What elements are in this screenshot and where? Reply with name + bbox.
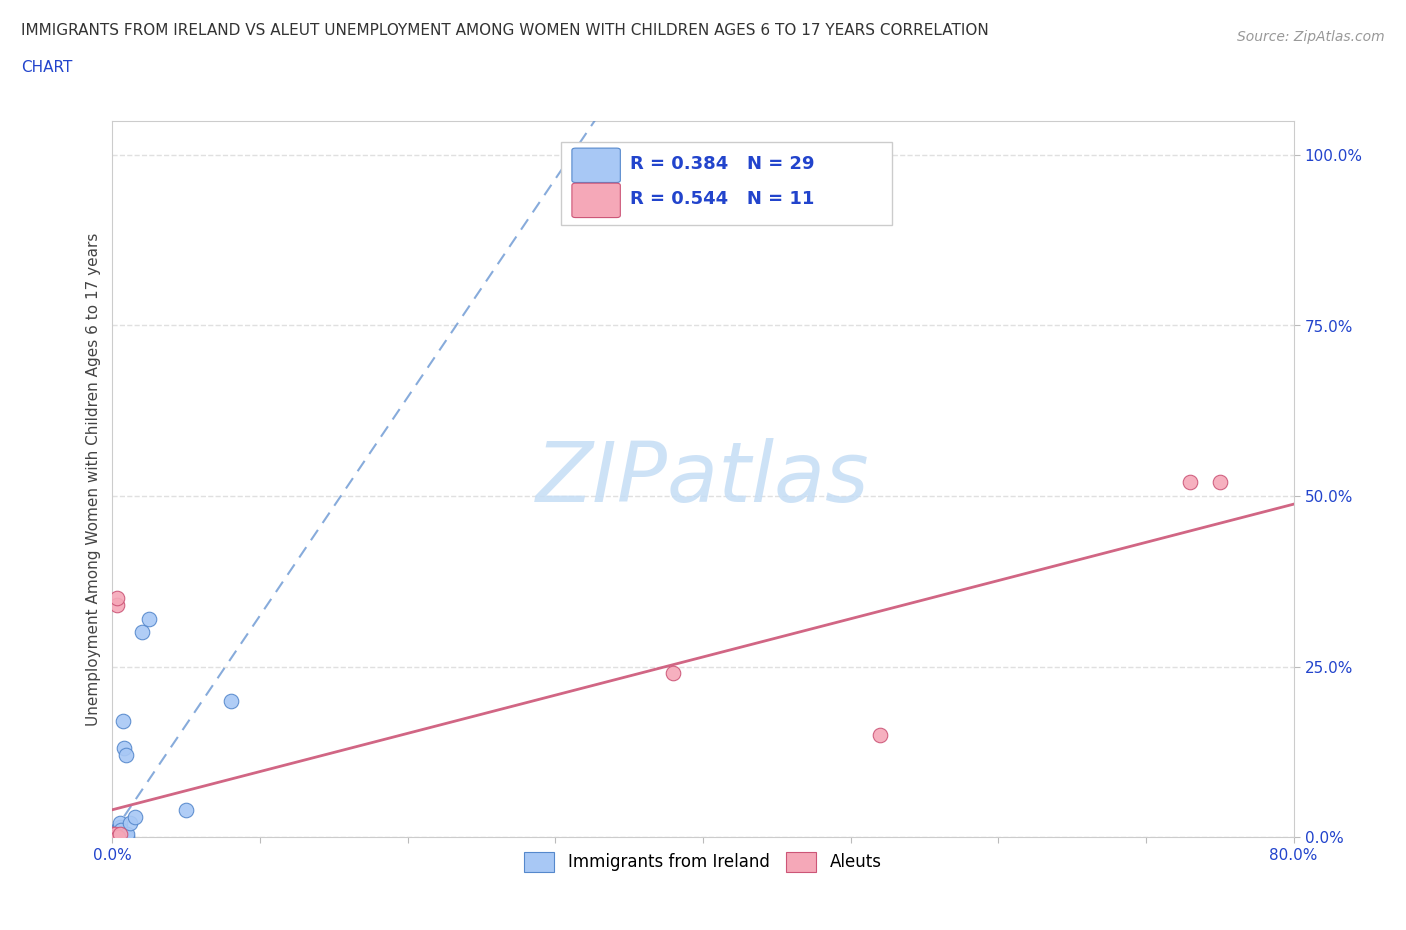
Point (117, 830, 138, 844)
Point (105, 591, 128, 605)
Point (108, 826, 131, 841)
Text: R = 0.544   N = 11: R = 0.544 N = 11 (630, 190, 814, 208)
Point (104, 830, 127, 844)
Point (662, 666, 685, 681)
Point (219, 693, 242, 708)
Text: CHART: CHART (21, 60, 73, 75)
Y-axis label: Unemployment Among Women with Children Ages 6 to 17 years: Unemployment Among Women with Children A… (86, 232, 101, 725)
Point (101, 830, 124, 844)
Text: Source: ZipAtlas.com: Source: ZipAtlas.com (1237, 30, 1385, 44)
Point (869, 727, 891, 742)
Point (107, 826, 129, 841)
Point (108, 826, 131, 841)
Point (105, 826, 128, 841)
FancyBboxPatch shape (561, 142, 891, 225)
Point (108, 816, 131, 830)
Point (107, 830, 129, 844)
Point (110, 830, 132, 844)
Point (1208, 475, 1232, 490)
Point (117, 826, 138, 841)
Point (104, 826, 127, 841)
Point (105, 598, 128, 613)
Point (105, 830, 128, 844)
Point (112, 741, 135, 756)
Point (108, 819, 131, 834)
Text: IMMIGRANTS FROM IRELAND VS ALEUT UNEMPLOYMENT AMONG WOMEN WITH CHILDREN AGES 6 T: IMMIGRANTS FROM IRELAND VS ALEUT UNEMPLO… (21, 23, 988, 38)
Point (103, 830, 125, 844)
Point (104, 826, 127, 841)
Text: R = 0.384   N = 29: R = 0.384 N = 29 (630, 155, 814, 173)
Point (108, 823, 131, 838)
Text: ZIPatlas: ZIPatlas (536, 438, 870, 520)
Point (110, 823, 132, 838)
Point (101, 826, 124, 841)
Point (105, 823, 128, 838)
Point (131, 625, 153, 640)
Point (1178, 475, 1201, 490)
Point (103, 830, 125, 844)
Point (138, 611, 160, 626)
FancyBboxPatch shape (572, 148, 620, 182)
Point (110, 826, 132, 841)
Point (124, 809, 146, 824)
Point (114, 748, 136, 763)
Point (107, 823, 129, 838)
Point (174, 803, 197, 817)
Point (103, 826, 125, 841)
Legend: Immigrants from Ireland, Aleuts: Immigrants from Ireland, Aleuts (517, 845, 889, 879)
Point (111, 713, 134, 728)
FancyBboxPatch shape (572, 183, 620, 218)
Point (108, 830, 131, 844)
Point (120, 816, 142, 830)
